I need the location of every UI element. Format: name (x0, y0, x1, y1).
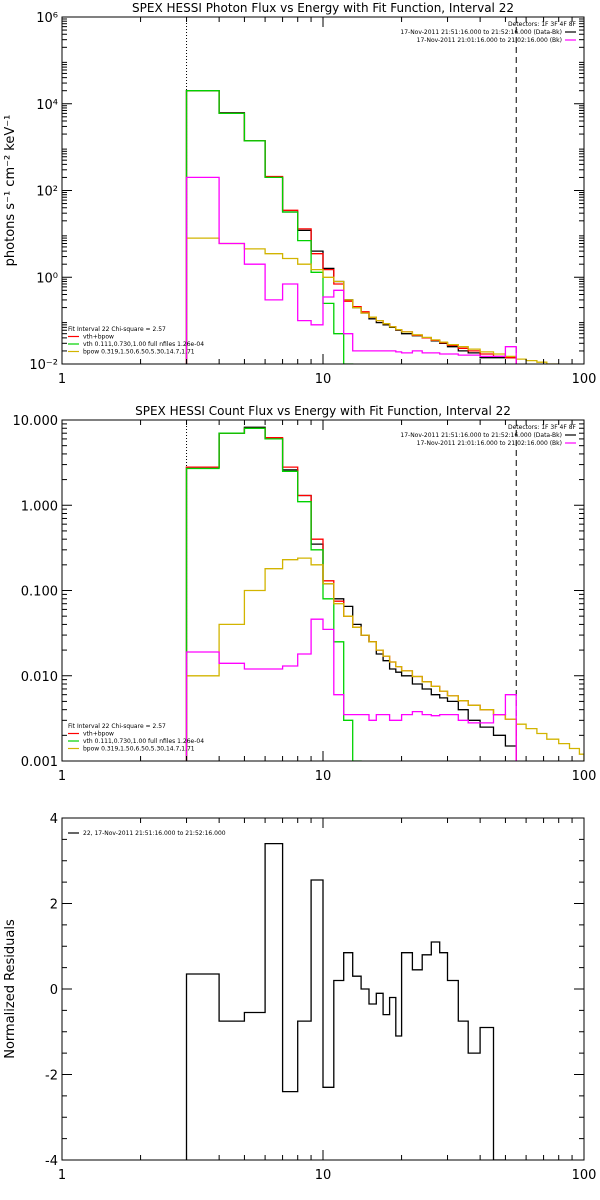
x-tick-label: 100 (572, 769, 597, 784)
vth-series (185, 90, 354, 364)
legend-text: bpow 0.319,1.50,6.50,5.30,14.7,1.71 (83, 349, 195, 356)
y-tick-label: 0.010 (21, 670, 58, 685)
chart-title: SPEX HESSI Photon Flux vs Energy with Fi… (132, 1, 514, 15)
count-chart: SPEX HESSI Count Flux vs Energy with Fit… (13, 404, 597, 784)
detector-header-text: Detectors: 1F 3F 4F 8F (508, 424, 577, 431)
legend-text: vth+bpow (83, 334, 114, 341)
series-group (185, 426, 584, 761)
detector-header-text: 17-Nov-2011 21:01:16.000 to 21:02:16.000… (417, 440, 562, 447)
total-series (185, 427, 517, 761)
y-tick-label: 0.100 (21, 585, 58, 600)
data-series (185, 426, 517, 761)
total-series (185, 90, 517, 364)
y-tick-label: 10² (36, 185, 58, 200)
legend-text: vth 0.111,0.730,1.00 full nfiles 1.26e-0… (83, 341, 204, 348)
y-axis-label: photons s⁻¹ cm⁻² keV⁻¹ (3, 115, 18, 267)
y-tick-label: 10⁴ (36, 98, 58, 113)
legend-text: Fit Interval 22 Chi-square = 2.57 (68, 326, 166, 333)
legend-text: Fit Interval 22 Chi-square = 2.57 (68, 723, 166, 730)
y-tick-label: 2 (50, 898, 58, 913)
photon-chart: SPEX HESSI Photon Flux vs Energy with Fi… (3, 1, 596, 387)
y-tick-label: 0 (50, 983, 58, 998)
y-tick-label: 4 (50, 812, 58, 827)
series-group (185, 842, 507, 1160)
detector-header-text: Detectors: 1F 3F 4F 8F (508, 21, 577, 28)
y-tick-label: 1.000 (21, 499, 58, 514)
detector-header-text: 17-Nov-2011 21:51:16.000 to 21:52:16.000… (400, 432, 562, 439)
bpow-series (185, 237, 560, 364)
y-tick-label: 10⁰ (36, 271, 58, 286)
y-tick-label: -2 (45, 1069, 58, 1084)
legend-text: 22, 17-Nov-2011 21:51:16.000 to 21:52:16… (83, 830, 226, 837)
y-tick-label: 10⁻² (29, 358, 58, 373)
bk-series (185, 176, 517, 364)
resid-series (185, 842, 507, 1160)
x-tick-label: 100 (572, 372, 597, 387)
y-axis-label: Normalized Residuals (3, 919, 18, 1059)
data-series (185, 90, 517, 364)
x-tick-label: 1 (58, 769, 66, 784)
y-tick-label: 10.000 (13, 414, 59, 429)
x-tick-label: 10 (315, 1168, 332, 1183)
y-tick-label: 10⁶ (36, 11, 58, 26)
vth-series (185, 427, 362, 761)
detector-header-text: 17-Nov-2011 21:01:16.000 to 21:02:16.000… (417, 37, 562, 44)
legend-text: vth 0.111,0.730,1.00 full nfiles 1.26e-0… (83, 738, 204, 745)
series-group (185, 90, 560, 364)
chart-title: SPEX HESSI Count Flux vs Energy with Fit… (135, 404, 511, 418)
legend-text: bpow 0.319,1.50,6.50,5.30,14.7,1.71 (83, 746, 195, 753)
bk-series (185, 618, 517, 761)
x-tick-label: 1 (58, 372, 66, 387)
bpow-series (185, 557, 584, 761)
x-tick-label: 10 (315, 769, 332, 784)
x-tick-label: 1 (58, 1168, 66, 1183)
resid-chart: 1 10 100 -4 -2 0 2 4 Normalized Residuals 22, 17-… (3, 812, 596, 1183)
x-tick-label: 10 (315, 372, 332, 387)
detector-header-text: 17-Nov-2011 21:51:16.000 to 21:52:16.000… (400, 29, 562, 36)
y-tick-label: 0.001 (21, 755, 58, 770)
x-tick-label: 100 (572, 1168, 597, 1183)
y-tick-label: -4 (45, 1154, 58, 1169)
legend-text: vth+bpow (83, 731, 114, 738)
